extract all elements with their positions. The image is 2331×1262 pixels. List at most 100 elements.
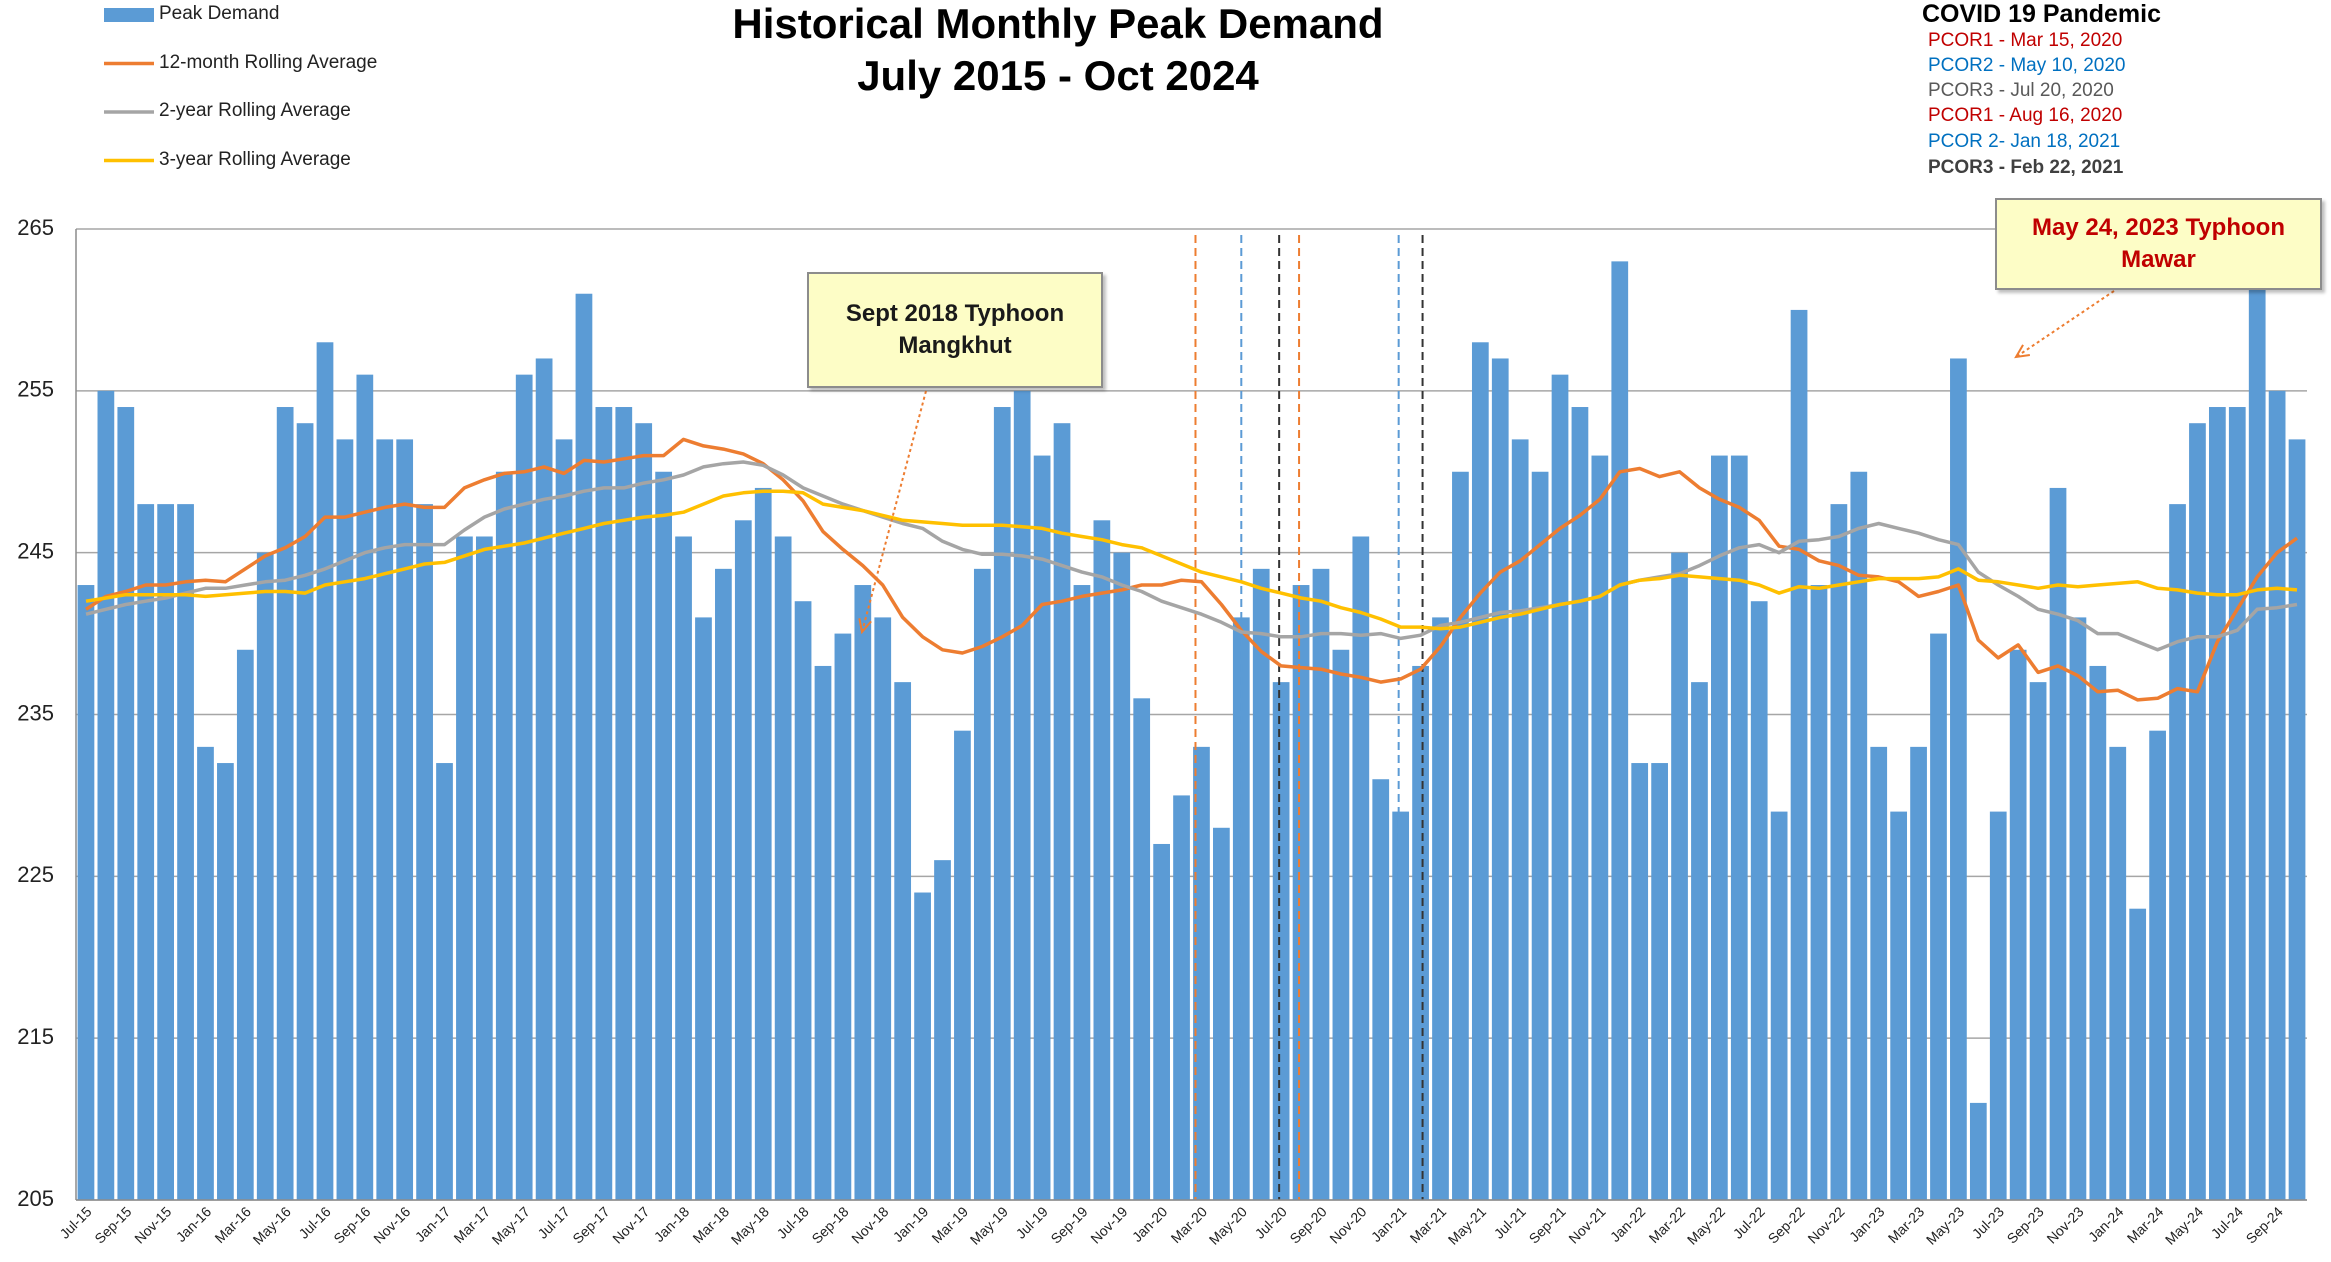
x-tick-label: Mar-17 <box>450 1203 493 1246</box>
x-tick-label: Jul-21 <box>1491 1203 1529 1241</box>
line-series <box>85 460 2298 652</box>
bar <box>97 390 115 1200</box>
bar <box>1013 390 1031 1200</box>
x-tick-label: Sep-21 <box>1526 1203 1569 1246</box>
bar <box>734 520 752 1200</box>
bar <box>794 601 812 1200</box>
bar <box>754 487 772 1200</box>
covid-title: COVID 19 Pandemic <box>1922 0 2161 28</box>
x-tick-label: Nov-22 <box>1804 1203 1847 1246</box>
bar <box>2189 423 2206 1200</box>
bar <box>436 763 453 1200</box>
bar <box>2129 908 2147 1200</box>
x-tick-label: Sep-19 <box>1047 1203 1090 1246</box>
bar <box>1113 552 1131 1200</box>
x-tick-label: Sep-16 <box>330 1203 373 1246</box>
x-tick-label: Sep-24 <box>2243 1203 2286 1246</box>
x-tick-label: May-18 <box>728 1203 772 1247</box>
y-tick-label: 215 <box>17 1024 54 1049</box>
bar <box>1033 455 1051 1201</box>
bar <box>1491 358 1509 1200</box>
covid-item: PCOR3 - Feb 22, 2021 <box>1928 157 2124 178</box>
bar <box>177 504 194 1200</box>
bar <box>1452 471 1469 1200</box>
bar <box>1531 471 1549 1200</box>
x-tick-label: May-21 <box>1445 1203 1489 1247</box>
bar <box>595 407 613 1200</box>
bar <box>575 293 593 1200</box>
bar <box>2268 390 2286 1200</box>
bar <box>495 471 513 1200</box>
bar <box>1810 585 1828 1200</box>
bar <box>1870 746 1888 1200</box>
legend-item: 12-month Rolling Average <box>159 51 378 73</box>
y-tick-label: 255 <box>17 377 54 402</box>
bar <box>1292 585 1310 1200</box>
bar <box>1631 763 1649 1200</box>
bar <box>814 665 832 1200</box>
bar <box>117 407 135 1200</box>
line-series <box>85 489 2298 631</box>
x-tick-label: Sep-15 <box>91 1203 134 1246</box>
bar <box>396 439 414 1201</box>
bar <box>2208 407 2226 1200</box>
bar <box>1910 746 1927 1200</box>
legend-item: 3-year Rolling Average <box>159 148 351 170</box>
covid-item: PCOR2 - May 10, 2020 <box>1928 55 2126 76</box>
bar <box>1711 455 1728 1201</box>
x-tick-label: Jul-22 <box>1730 1203 1768 1241</box>
bar <box>1471 342 1489 1200</box>
bar <box>774 536 792 1200</box>
bar <box>854 585 872 1200</box>
bar <box>2109 746 2127 1200</box>
x-tick-label: Nov-19 <box>1087 1203 1130 1246</box>
bar <box>2149 730 2166 1200</box>
bar <box>416 504 433 1200</box>
bar <box>1352 536 1370 1200</box>
bar <box>973 568 991 1200</box>
bar <box>475 536 493 1200</box>
x-tick-label: Mar-20 <box>1168 1203 1211 1246</box>
bar <box>157 504 175 1200</box>
x-tick-label: May-16 <box>250 1203 294 1247</box>
bar <box>2169 504 2186 1200</box>
bar <box>336 439 354 1201</box>
bar <box>954 730 971 1200</box>
x-tick-label: Nov-20 <box>1326 1203 1369 1246</box>
x-tick-label: Sep-18 <box>808 1203 851 1246</box>
bar <box>874 617 892 1200</box>
bar <box>1372 779 1390 1200</box>
bar <box>356 374 374 1200</box>
bar <box>276 407 294 1200</box>
x-tick-label: Sep-17 <box>569 1203 612 1246</box>
bar <box>914 892 931 1200</box>
x-tick-label: May-24 <box>2162 1203 2206 1247</box>
legend-item: Peak Demand <box>159 3 280 24</box>
x-tick-label: Jan-23 <box>1846 1203 1888 1245</box>
bar <box>1511 439 1529 1201</box>
x-tick-label: Jan-22 <box>1607 1203 1649 1245</box>
bar <box>1392 811 1410 1200</box>
bar <box>1173 795 1190 1200</box>
bar <box>1272 682 1290 1200</box>
x-tick-label: Nov-15 <box>131 1203 174 1246</box>
bar <box>1093 520 1111 1200</box>
bar <box>376 439 394 1201</box>
bar <box>77 585 95 1200</box>
y-tick-label: 235 <box>17 700 54 725</box>
annotation-arrowhead <box>2014 344 2030 359</box>
x-tick-label: May-22 <box>1684 1203 1728 1247</box>
x-tick-label: Sep-23 <box>2004 1203 2047 1246</box>
x-tick-label: Jan-24 <box>2085 1203 2127 1245</box>
bar <box>1989 811 2007 1200</box>
bar <box>1053 423 1071 1200</box>
x-tick-label: May-19 <box>967 1203 1011 1247</box>
bar <box>1790 309 1808 1201</box>
bar <box>2248 277 2266 1200</box>
x-tick-label: Mar-23 <box>1885 1203 1928 1246</box>
bar <box>1651 763 1668 1200</box>
bar <box>1232 617 1250 1200</box>
bar <box>1671 552 1688 1200</box>
bar <box>695 617 712 1200</box>
